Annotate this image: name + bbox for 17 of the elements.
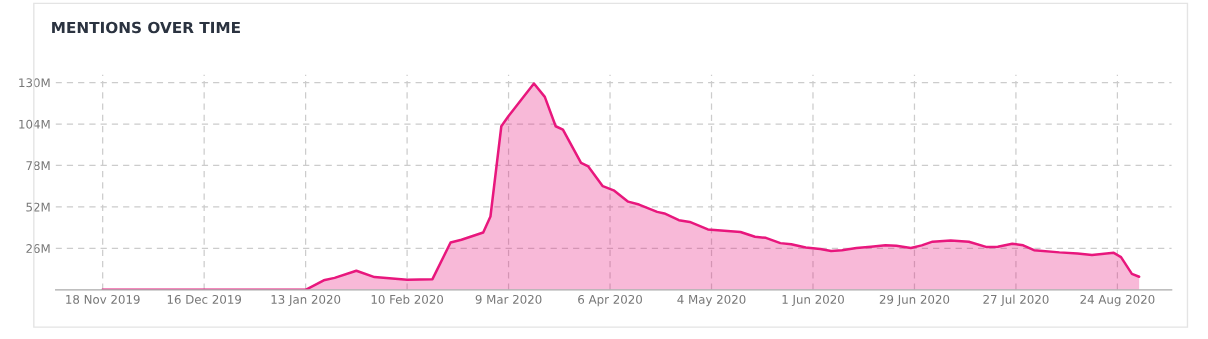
y-tick-label: 78M [26, 161, 50, 171]
x-tick-label: 18 Nov 2019 [66, 294, 140, 304]
x-tick-label: 27 Jul 2020 [983, 294, 1049, 307]
x-tick-label: 6 Apr 2020 [578, 294, 642, 307]
x-tick-label: 24 Aug 2020 [1080, 294, 1155, 307]
y-tick-label: 104M [19, 119, 50, 129]
y-tick-label: 52M [26, 202, 50, 212]
x-tick-label: 29 Jun 2020 [879, 294, 950, 307]
chart-title: MENTIONS OVER TIME [52, 21, 240, 34]
y-tick-label: 130M [19, 78, 50, 88]
x-tick-label: 13 Jan 2020 [271, 294, 341, 307]
x-tick-label: 4 May 2020 [677, 294, 746, 307]
x-tick-label: 10 Feb 2020 [371, 294, 444, 304]
x-tick-label: 16 Dec 2019 [167, 294, 242, 304]
x-tick-label: 1 Jun 2020 [782, 294, 844, 307]
y-tick-label: 26M [26, 244, 50, 254]
x-tick-label: 9 Mar 2020 [475, 294, 542, 304]
